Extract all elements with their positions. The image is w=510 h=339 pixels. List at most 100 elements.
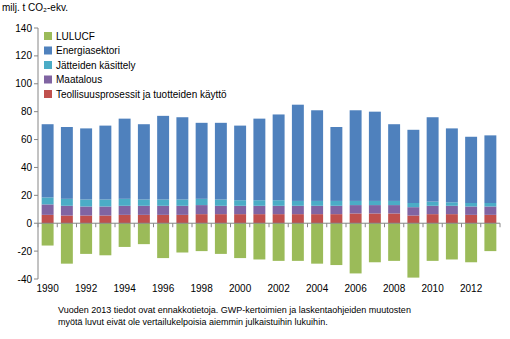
bar-segment (196, 223, 208, 251)
bar-segment (446, 206, 458, 214)
bar-segment (369, 112, 381, 201)
bar-segment (292, 223, 304, 261)
bar-segment (273, 200, 285, 206)
x-tick (346, 223, 347, 227)
bar-segment (369, 223, 381, 262)
bar-segment (369, 213, 381, 223)
bar-segment (311, 206, 323, 214)
x-tick (288, 223, 289, 227)
bar-segment (484, 223, 496, 251)
legend-swatch (44, 47, 52, 55)
bar-segment (196, 214, 208, 223)
bar-segment (427, 223, 439, 261)
y-tick (34, 111, 38, 112)
x-tick (211, 223, 212, 227)
bar-segment (427, 117, 439, 201)
x-tick (269, 223, 270, 227)
bar-segment (446, 214, 458, 223)
bar-segment (273, 114, 285, 200)
bar-segment (465, 203, 477, 206)
bar-segment (157, 206, 169, 215)
bar-segment (80, 206, 92, 215)
bar-segment (99, 223, 111, 255)
footnote: myötä luvut eivät ole vertailukelpoisia … (58, 317, 328, 327)
bar-segment (388, 201, 400, 205)
y-axis (38, 28, 39, 279)
bar-segment (176, 117, 188, 199)
bar-segment (388, 205, 400, 213)
x-tick (134, 223, 135, 227)
bar-segment (42, 124, 54, 197)
legend-label: Teollisuusprosessit ja tuotteiden käyttö (56, 89, 227, 100)
bar-segment (138, 215, 150, 223)
bar-segment (215, 200, 227, 206)
x-tick (172, 223, 173, 227)
bar-segment (157, 223, 169, 258)
x-tick (307, 223, 308, 227)
bar-segment (42, 204, 54, 214)
bar-segment (388, 213, 400, 223)
bar-segment (446, 128, 458, 202)
bar-segment (330, 201, 342, 206)
y-tick (34, 279, 38, 280)
bar-segment (234, 214, 246, 223)
x-tick (192, 223, 193, 227)
bar-segment (407, 216, 419, 224)
legend-swatch (44, 32, 52, 40)
bar-segment (427, 214, 439, 223)
bar-segment (42, 197, 54, 204)
x-tick-label: 2010 (422, 283, 445, 294)
x-tick-label: 1990 (37, 283, 60, 294)
bar-segment (484, 135, 496, 203)
x-tick (365, 223, 366, 227)
bar-segment (311, 214, 323, 223)
x-tick (326, 223, 327, 227)
y-tick-label: 0 (26, 218, 32, 229)
x-tick-label: 1998 (191, 283, 214, 294)
bar-segment (176, 223, 188, 252)
bar-segment (427, 206, 439, 214)
bar-segment (61, 199, 73, 206)
bar-segment (42, 215, 54, 223)
legend-label: Energiasektori (56, 45, 120, 56)
bar-segment (80, 128, 92, 199)
bar-segment (311, 110, 323, 201)
y-tick-label: 20 (21, 190, 33, 201)
bar-segment (446, 202, 458, 205)
bar-segment (99, 200, 111, 207)
y-tick (34, 195, 38, 196)
bar-segment (292, 105, 304, 201)
x-tick-label: 2008 (383, 283, 406, 294)
bar-segment (138, 200, 150, 206)
x-tick (230, 223, 231, 227)
bar-segment (273, 214, 285, 223)
bar-segment (80, 216, 92, 224)
bar-segment (157, 215, 169, 223)
bar-segment (484, 203, 496, 206)
bar-segment (138, 124, 150, 199)
y-tick-label: 60 (21, 134, 33, 145)
bar-segment (119, 223, 131, 247)
bar-segment (465, 206, 477, 214)
bar-segment (215, 206, 227, 214)
bar-segment (42, 223, 54, 245)
bar-segment (176, 206, 188, 215)
bar-segment (273, 223, 285, 261)
bar-segment (138, 223, 150, 244)
x-tick-label: 2006 (345, 283, 368, 294)
y-tick (34, 223, 38, 224)
bar-segment (292, 206, 304, 214)
bar-segment (350, 201, 362, 205)
y-tick (34, 83, 38, 84)
bar-segment (61, 127, 73, 199)
bar-segment (176, 200, 188, 206)
bar-segment (388, 223, 400, 261)
legend-label: LULUCF (56, 31, 95, 42)
x-tick (384, 223, 385, 227)
bar-segment (350, 213, 362, 223)
bar-segment (465, 223, 477, 262)
bar-segment (157, 200, 169, 206)
bar-segment (61, 223, 73, 263)
bar-segment (215, 214, 227, 223)
bar-segment (234, 200, 246, 206)
